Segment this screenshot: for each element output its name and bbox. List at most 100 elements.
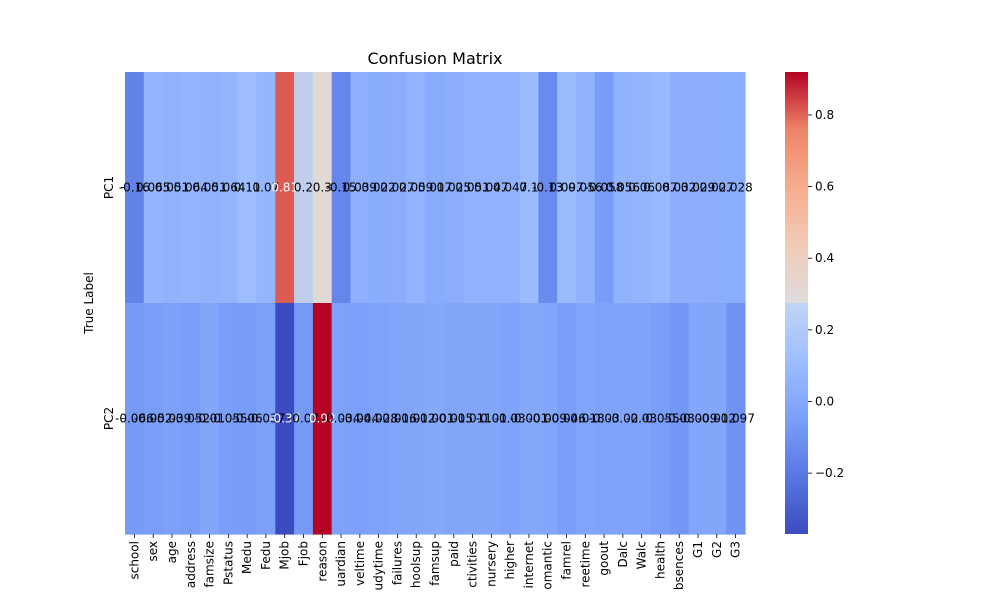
cell-value-label: 0.025 — [437, 181, 471, 195]
heatmap-cell — [256, 72, 276, 304]
heatmap-cell — [463, 303, 483, 535]
heatmap-cell — [444, 72, 464, 304]
cell-value-label: -0.018 — [566, 412, 605, 426]
heatmap-cell — [688, 303, 709, 535]
heatmap-cell — [425, 72, 445, 304]
heatmap-cell — [294, 72, 314, 304]
x-tick-label: Dalc — [616, 541, 630, 568]
cell-value-label: 0.047 — [474, 181, 508, 195]
heatmap-cell — [331, 303, 352, 535]
cell-value-label: -0.034 — [322, 412, 361, 426]
colorbar-ticks: −0.2 0.0 0.2 0.4 0.6 0.8 — [808, 108, 844, 480]
heatmap-cell — [181, 72, 201, 304]
x-tick-label: failures — [390, 541, 404, 585]
y-axis-ticks: PC1 PC2 — [102, 176, 125, 430]
colorbar-tick-label: −0.2 — [815, 466, 844, 480]
heatmap-cell — [388, 72, 408, 304]
x-tick-label: Medu — [240, 541, 254, 574]
heatmap-cell — [688, 72, 709, 304]
heatmap-cell — [557, 72, 577, 304]
heatmap-cell — [406, 72, 427, 304]
x-tick-label: higher — [503, 541, 517, 580]
cell-value-label: -0.055 — [641, 412, 680, 426]
x-tick-label: Walc — [635, 541, 649, 569]
cell-value-label: 0.11 — [234, 181, 261, 195]
heatmap-cell — [143, 303, 164, 535]
cell-value-label: -0.01 — [194, 412, 225, 426]
cell-value-label: -0.052 — [171, 412, 210, 426]
x-tick-label: health — [653, 541, 667, 579]
x-tick-label: G3 — [729, 541, 743, 558]
heatmap-cell — [726, 72, 746, 304]
cell-value-label: 0.059 — [399, 181, 433, 195]
heatmap-cell — [538, 72, 558, 304]
y-tick-label: PC2 — [102, 407, 116, 430]
x-tick-label: famsup — [428, 541, 442, 586]
x-tick-label: goout — [597, 541, 611, 576]
x-tick-label: Fedu — [259, 541, 273, 570]
cell-value-label: -0.06 — [232, 412, 263, 426]
heatmap-cell — [500, 303, 521, 535]
heatmap-cell — [575, 72, 596, 304]
cell-value-label: -0.052 — [134, 412, 173, 426]
cell-value-label: -0.055 — [209, 412, 248, 426]
cell-value-label: 0.06 — [628, 181, 655, 195]
x-tick-label: Mjob — [278, 541, 292, 570]
cell-value-label: -0.001 — [510, 412, 549, 426]
heatmap-cell — [463, 72, 483, 304]
chart-title: Confusion Matrix — [367, 49, 502, 68]
heatmap-cell — [613, 303, 633, 535]
heatmap-cell — [369, 72, 389, 304]
x-tick-label: bsences — [672, 541, 686, 590]
heatmap-cell — [331, 72, 352, 304]
heatmap-cell — [350, 303, 370, 535]
cell-value-label: 0.056 — [606, 181, 640, 195]
cell-value-label: 0.1 — [519, 181, 538, 195]
colorbar-tick-label: 0.4 — [815, 251, 834, 265]
cell-value-label: -0.08 — [664, 412, 695, 426]
x-tick-label: omantic — [541, 541, 555, 590]
cell-value-label: -0.03 — [495, 412, 526, 426]
cell-value-label: 0.029 — [681, 181, 715, 195]
cell-value-label: -0.009 — [679, 412, 718, 426]
heatmap-cell — [519, 303, 539, 535]
cell-value-label: -0.001 — [416, 412, 455, 426]
y-axis-label: True Label — [82, 272, 96, 335]
heatmap-cell — [181, 303, 201, 535]
heatmap-cell — [294, 303, 314, 535]
heatmap-cell — [125, 303, 145, 535]
cell-value-label: -0.01 — [476, 412, 507, 426]
x-tick-label: reetime — [578, 541, 592, 588]
colorbar-tick-label: 0.0 — [815, 394, 834, 408]
cell-value-label: -0.012 — [697, 412, 736, 426]
x-tick-label: sex — [146, 541, 160, 562]
heatmap-cell — [312, 303, 333, 535]
heatmap-cell — [632, 303, 652, 535]
heatmap-cell — [237, 72, 258, 304]
x-tick-label: reason — [315, 541, 329, 582]
cell-value-label: -0.039 — [153, 412, 192, 426]
x-tick-label: veltime — [353, 541, 367, 586]
cell-value-label: 0.097 — [549, 181, 583, 195]
cell-value-label: 0.92 — [309, 412, 336, 426]
cell-value-label: -0.15 — [326, 181, 357, 195]
cell-value-label: -0.015 — [434, 412, 473, 426]
heatmap-cell — [557, 303, 577, 535]
cell-value-label: -0.044 — [341, 412, 380, 426]
cell-value-label: -0.058 — [585, 181, 624, 195]
cell-value-label: 0.065 — [136, 181, 170, 195]
x-axis-ticks: school sex age address famsize Pstatus Medu Fed… — [127, 534, 743, 590]
heatmap-cell — [200, 303, 220, 535]
heatmap-cell — [350, 72, 370, 304]
cell-value-label: 0.028 — [718, 181, 752, 195]
cell-value-label: 0.81 — [271, 181, 298, 195]
heatmap-cell — [275, 72, 295, 304]
cell-value-label: -0.046 — [547, 412, 586, 426]
heatmap-cell — [275, 303, 295, 535]
x-tick-label: ctivities — [466, 541, 480, 588]
heatmap-cell — [613, 72, 633, 304]
cell-value-label: 0.064 — [211, 181, 245, 195]
heatmap-cell — [237, 303, 258, 535]
cell-value-label: 0.027 — [700, 181, 734, 195]
